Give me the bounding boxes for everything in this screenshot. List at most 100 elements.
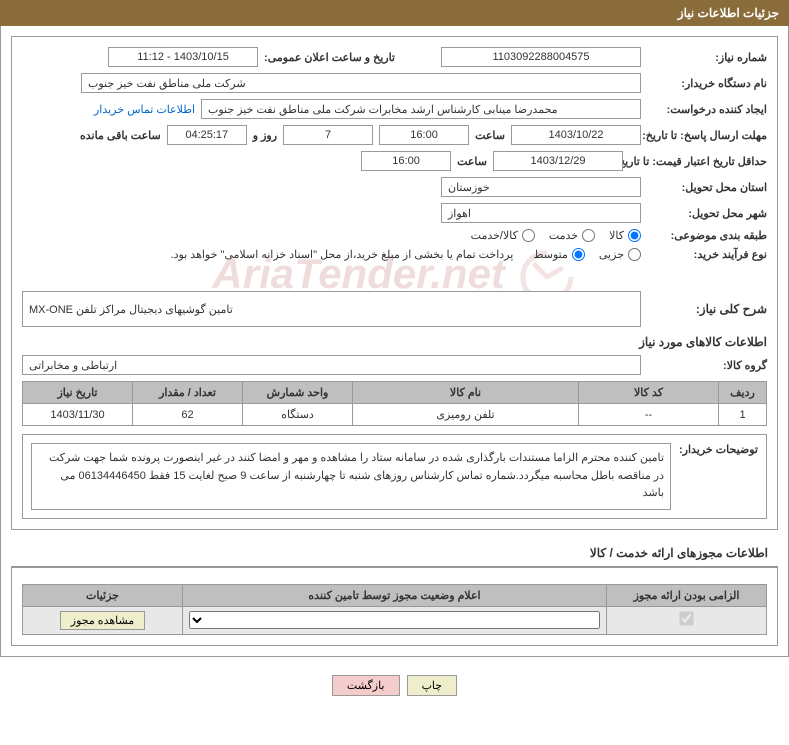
radio-khedmat-input[interactable] <box>582 229 595 242</box>
deadline-date-value: 1403/10/22 <box>511 125 641 145</box>
license-header-row: الزامی بودن ارائه مجوز اعلام وضعیت مجوز … <box>23 584 767 606</box>
radio-partial[interactable]: جزیی <box>599 248 641 261</box>
goods-table-header-row: ردیف کد کالا نام کالا واحد شمارش تعداد /… <box>23 382 767 404</box>
topic-radio-group: کالا خدمت کالا/خدمت <box>471 229 641 242</box>
days-and-label: روز و <box>253 129 277 142</box>
status-select[interactable] <box>189 611 600 629</box>
row-deadline: مهلت ارسال پاسخ: تا تاریخ: 1403/10/22 سا… <box>22 125 767 145</box>
view-license-button[interactable]: مشاهده مجوز <box>60 611 145 630</box>
deadline-time-value: 16:00 <box>379 125 469 145</box>
announce-dt-label: تاریخ و ساعت اعلان عمومی: <box>264 51 395 64</box>
table-row: 1 -- تلفن رومیزی دستگاه 62 1403/11/30 <box>23 404 767 426</box>
row-topic-class: طبقه بندی موضوعی: کالا خدمت کالا/خدمت <box>22 229 767 242</box>
province-label: استان محل تحویل: <box>647 181 767 194</box>
radio-medium[interactable]: متوسط <box>533 248 585 261</box>
row-goods-group: گروه کالا: ارتباطی و مخابراتی <box>22 355 767 375</box>
need-no-label: شماره نیاز: <box>647 51 767 64</box>
purchase-note: پرداخت تمام یا بخشی از مبلغ خرید،از محل … <box>171 248 514 261</box>
radio-partial-label: جزیی <box>599 248 624 261</box>
buyer-note-text: تامین کننده محترم الزاما مستندات بارگذار… <box>31 443 671 510</box>
row-purchase-type: نوع فرآیند خرید: جزیی متوسط پرداخت تمام … <box>22 248 767 261</box>
ltd-mandatory <box>607 606 767 634</box>
goods-table: ردیف کد کالا نام کالا واحد شمارش تعداد /… <box>22 381 767 426</box>
row-province: استان محل تحویل: خوزستان <box>22 177 767 197</box>
th-date: تاریخ نیاز <box>23 382 133 404</box>
min-valid-label: حداقل تاریخ اعتبار قیمت: تا تاریخ: <box>629 155 767 168</box>
remaining-label: ساعت باقی مانده <box>80 129 161 142</box>
radio-partial-input[interactable] <box>628 248 641 261</box>
td-row: 1 <box>719 404 767 426</box>
td-qty: 62 <box>133 404 243 426</box>
main-panel: AriaTender.net شماره نیاز: 1103092288004… <box>0 26 789 657</box>
deadline-label: مهلت ارسال پاسخ: تا تاریخ: <box>647 129 767 142</box>
td-unit: دستگاه <box>243 404 353 426</box>
city-label: شهر محل تحویل: <box>647 207 767 220</box>
license-row: مشاهده مجوز <box>23 606 767 634</box>
purchase-type-label: نوع فرآیند خرید: <box>647 248 767 261</box>
radio-kala-label: کالا <box>609 229 624 242</box>
requester-value: محمدرضا مینابی کارشناس ارشد مخابرات شرکت… <box>201 99 641 119</box>
city-value: اهواز <box>441 203 641 223</box>
row-need-number: شماره نیاز: 1103092288004575 تاریخ و ساع… <box>22 47 767 67</box>
back-button[interactable]: بازگشت <box>332 675 400 696</box>
time-label-1: ساعت <box>475 129 505 142</box>
need-no-value: 1103092288004575 <box>441 47 641 67</box>
buyer-org-label: نام دستگاه خریدار: <box>647 77 767 90</box>
ltd-status <box>183 606 607 634</box>
th-code: کد کالا <box>579 382 719 404</box>
radio-medium-label: متوسط <box>533 248 568 261</box>
row-description: شرح کلی نیاز: تامین گوشیهای دیجیتال مراک… <box>22 291 767 327</box>
details-section: AriaTender.net شماره نیاز: 1103092288004… <box>11 36 778 530</box>
print-button[interactable]: چاپ <box>407 675 458 696</box>
buyer-contact-link[interactable]: اطلاعات تماس خریدار <box>94 103 195 116</box>
radio-khedmat[interactable]: خدمت <box>549 229 595 242</box>
license-panel: الزامی بودن ارائه مجوز اعلام وضعیت مجوز … <box>11 567 778 646</box>
td-date: 1403/11/30 <box>23 404 133 426</box>
th-row: ردیف <box>719 382 767 404</box>
button-row: چاپ بازگشت <box>0 665 789 700</box>
days-count-value: 7 <box>283 125 373 145</box>
goods-group-label: گروه کالا: <box>647 359 767 372</box>
goods-info-label: اطلاعات کالاهای مورد نیاز <box>22 335 767 349</box>
row-city: شهر محل تحویل: اهواز <box>22 203 767 223</box>
radio-kala[interactable]: کالا <box>609 229 641 242</box>
td-code: -- <box>579 404 719 426</box>
mandatory-checkbox <box>679 612 693 626</box>
page-title: جزئیات اطلاعات نیاز <box>678 6 779 20</box>
radio-kala-khedmat-input[interactable] <box>522 229 535 242</box>
lth-mandatory: الزامی بودن ارائه مجوز <box>607 584 767 606</box>
license-section-title: اطلاعات مجوزهای ارائه خدمت / کالا <box>11 540 778 567</box>
lth-status: اعلام وضعیت مجوز توسط تامین کننده <box>183 584 607 606</box>
row-min-valid: حداقل تاریخ اعتبار قیمت: تا تاریخ: 1403/… <box>22 151 767 171</box>
province-value: خوزستان <box>441 177 641 197</box>
ltd-details: مشاهده مجوز <box>23 606 183 634</box>
time-label-2: ساعت <box>457 155 487 168</box>
radio-kala-khedmat-label: کالا/خدمت <box>471 229 518 242</box>
countdown-value: 04:25:17 <box>167 125 247 145</box>
buyer-note-box: توضیحات خریدار: تامین کننده محترم الزاما… <box>22 434 767 519</box>
desc-label: شرح کلی نیاز: <box>647 302 767 316</box>
buyer-org-value: شرکت ملی مناطق نفت خیز جنوب <box>81 73 641 93</box>
lth-details: جزئیات <box>23 584 183 606</box>
row-requester: ایجاد کننده درخواست: محمدرضا مینابی کارش… <box>22 99 767 119</box>
buyer-note-label: توضیحات خریدار: <box>679 443 758 456</box>
requester-label: ایجاد کننده درخواست: <box>647 103 767 116</box>
radio-kala-input[interactable] <box>628 229 641 242</box>
license-table: الزامی بودن ارائه مجوز اعلام وضعیت مجوز … <box>22 584 767 635</box>
th-name: نام کالا <box>353 382 579 404</box>
th-qty: تعداد / مقدار <box>133 382 243 404</box>
desc-value: تامین گوشیهای دیجیتال مراکز تلفن MX-ONE <box>22 291 641 327</box>
radio-medium-input[interactable] <box>572 248 585 261</box>
min-valid-date-value: 1403/12/29 <box>493 151 623 171</box>
radio-kala-khedmat[interactable]: کالا/خدمت <box>471 229 535 242</box>
radio-khedmat-label: خدمت <box>549 229 578 242</box>
purchase-radio-group: جزیی متوسط <box>533 248 641 261</box>
topic-class-label: طبقه بندی موضوعی: <box>647 229 767 242</box>
page-header: جزئیات اطلاعات نیاز <box>0 0 789 26</box>
td-name: تلفن رومیزی <box>353 404 579 426</box>
th-unit: واحد شمارش <box>243 382 353 404</box>
min-valid-time-value: 16:00 <box>361 151 451 171</box>
goods-group-value: ارتباطی و مخابراتی <box>22 355 641 375</box>
row-buyer-org: نام دستگاه خریدار: شرکت ملی مناطق نفت خی… <box>22 73 767 93</box>
announce-dt-value: 1403/10/15 - 11:12 <box>108 47 258 67</box>
